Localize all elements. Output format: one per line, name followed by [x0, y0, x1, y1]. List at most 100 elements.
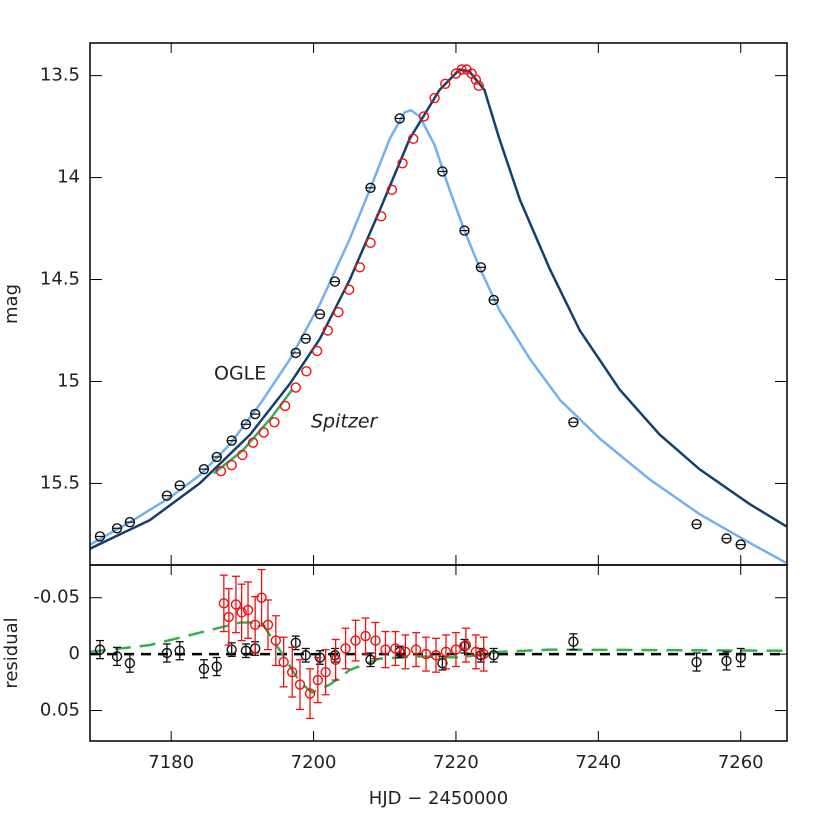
data-point [279, 400, 291, 412]
data-point [691, 656, 702, 668]
data-point [354, 262, 366, 273]
data-point [365, 237, 376, 249]
y-tick-label: 15 [57, 370, 80, 391]
data-point [198, 463, 210, 475]
data-point [375, 211, 387, 222]
data-point [397, 158, 408, 169]
data-point [314, 308, 326, 320]
data-point [437, 657, 448, 669]
data-point [390, 643, 401, 654]
data-point [460, 639, 472, 651]
data-point [111, 523, 123, 534]
data-point [343, 284, 355, 295]
x-tick-label: 7180 [148, 752, 194, 773]
y-tick-label: 14 [57, 167, 80, 188]
data-point [350, 635, 361, 646]
data-point [290, 347, 301, 359]
data-point [721, 533, 732, 544]
data-point [211, 451, 222, 463]
x-axis-label: HJD − 2450000 [369, 788, 508, 809]
data-point [365, 182, 376, 193]
data-point [450, 644, 462, 655]
data-point [488, 294, 499, 306]
model-curve [90, 68, 787, 550]
data-point [380, 644, 391, 655]
data-point [161, 490, 173, 501]
data-point [94, 531, 106, 542]
data-point [440, 78, 451, 89]
data-point [223, 611, 235, 623]
frame [89, 564, 788, 742]
data-point [473, 80, 484, 92]
data-point [247, 437, 259, 448]
data-point [430, 650, 442, 661]
data-point [124, 657, 136, 669]
y-tick-label: 13.5 [40, 65, 80, 86]
y-axis-label: residual [1, 617, 22, 688]
data-point [437, 166, 448, 177]
data-point [230, 599, 242, 610]
y-tick-label: -0.05 [33, 587, 80, 608]
y-tick-label: 15.5 [40, 472, 80, 493]
data-point [270, 635, 282, 646]
data-point [301, 366, 312, 377]
data-point [198, 663, 210, 674]
model-curve [90, 621, 787, 694]
data-point [429, 92, 440, 104]
data-point [258, 427, 269, 438]
x-tick-label: 7260 [718, 752, 764, 773]
data-point [456, 64, 467, 75]
data-point [721, 655, 732, 667]
data-point [322, 325, 333, 336]
data-point [386, 184, 398, 196]
data-point [440, 646, 452, 658]
data-point [174, 480, 185, 491]
data-point [400, 646, 411, 658]
plot-area [90, 568, 787, 720]
data-point [242, 604, 254, 616]
data-point [290, 382, 301, 393]
data-point [470, 74, 482, 85]
y-tick-label: 0.05 [40, 700, 80, 721]
data-point [215, 466, 227, 477]
data-point [174, 645, 185, 656]
data-point [410, 644, 422, 655]
data-point [249, 408, 261, 420]
data-point [312, 674, 324, 686]
x-tick-label: 7200 [291, 752, 337, 773]
data-point [124, 516, 136, 528]
model-curve [90, 108, 787, 565]
data-point [249, 619, 261, 630]
data-point [237, 449, 248, 461]
data-point [333, 306, 344, 318]
data-point [111, 651, 123, 662]
data-point [236, 607, 247, 618]
data-point [329, 650, 341, 661]
data-point [568, 417, 579, 428]
data-point [735, 652, 746, 663]
data-point [340, 643, 351, 654]
data-point [161, 647, 173, 659]
y-tick-label: 0 [69, 643, 80, 664]
data-point [226, 435, 237, 446]
data-point [459, 225, 470, 236]
data-point [240, 419, 252, 430]
data-point [691, 519, 702, 530]
data-point [262, 619, 274, 630]
annotation: OGLE [214, 363, 266, 385]
data-point [240, 645, 252, 656]
data-point [278, 656, 289, 668]
data-point [294, 679, 306, 690]
data-point [408, 133, 419, 145]
data-point [226, 459, 237, 471]
data-point [735, 539, 746, 550]
plot-area [90, 64, 787, 565]
data-point [478, 648, 489, 660]
data-point [330, 654, 341, 665]
data-point [568, 636, 579, 647]
data-point [475, 262, 487, 273]
x-tick-label: 7240 [575, 752, 621, 773]
data-point [420, 648, 432, 660]
data-point [394, 113, 405, 124]
